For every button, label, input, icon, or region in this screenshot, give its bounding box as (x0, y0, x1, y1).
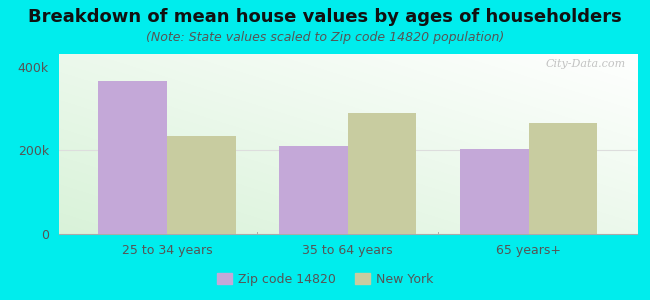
Bar (98, 81, 167, 234)
Bar (460, 149, 528, 234)
Bar (167, 136, 236, 234)
Bar (279, 146, 348, 234)
Text: (Note: State values scaled to Zip code 14820 population): (Note: State values scaled to Zip code 1… (146, 32, 504, 44)
Legend: Zip code 14820, New York: Zip code 14820, New York (212, 268, 438, 291)
Text: Breakdown of mean house values by ages of householders: Breakdown of mean house values by ages o… (28, 8, 622, 26)
Bar (348, 112, 417, 234)
Text: City-Data.com: City-Data.com (545, 59, 625, 69)
Bar (528, 123, 597, 234)
